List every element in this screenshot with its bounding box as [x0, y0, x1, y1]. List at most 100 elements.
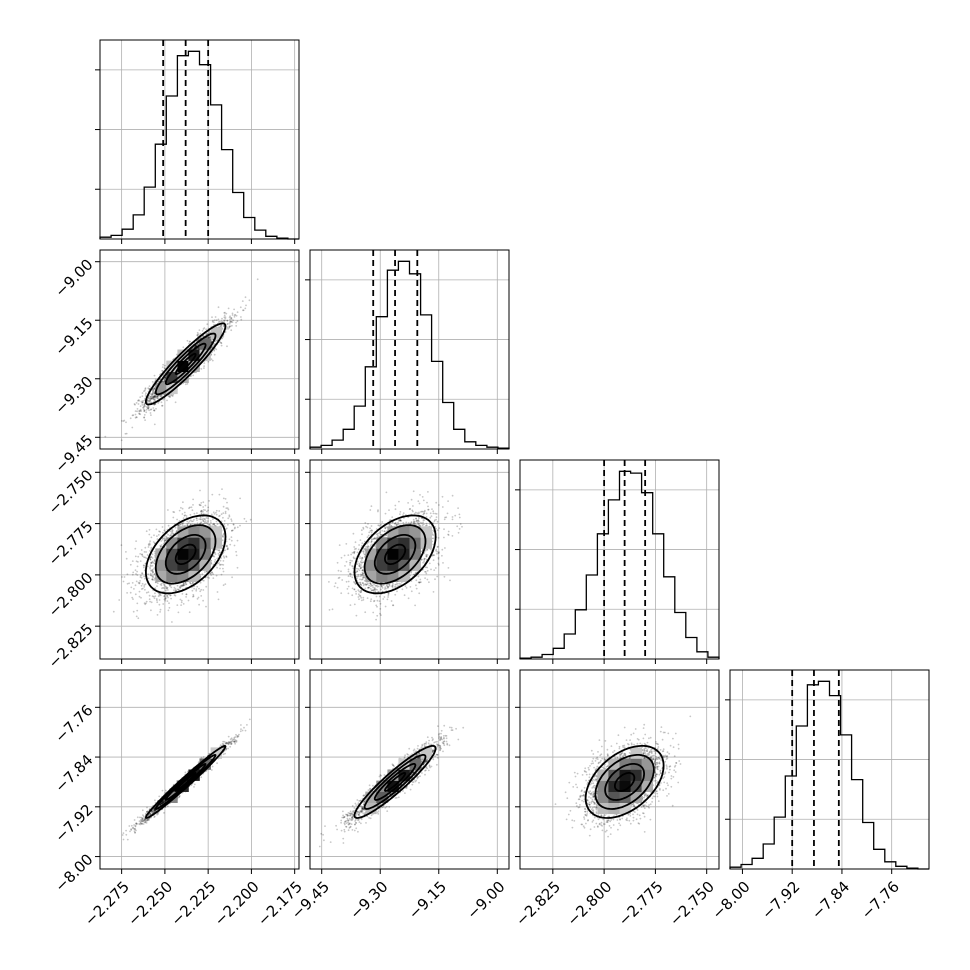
- sample-point: [222, 564, 225, 566]
- sample-point: [135, 540, 138, 542]
- sample-point: [131, 414, 134, 417]
- sample-point: [173, 586, 176, 589]
- sample-point: [145, 408, 148, 411]
- sample-point: [156, 582, 159, 585]
- sample-point: [180, 599, 183, 602]
- sample-point: [152, 407, 155, 409]
- sample-point: [239, 306, 242, 309]
- sample-point: [245, 304, 247, 307]
- sample-point: [141, 404, 144, 406]
- sample-point: [235, 554, 238, 557]
- sample-point: [197, 596, 200, 599]
- sample-point: [144, 405, 146, 408]
- sample-point: [220, 513, 223, 516]
- sample-point: [169, 594, 172, 597]
- sample-point: [248, 299, 251, 302]
- sample-point: [198, 503, 201, 506]
- sample-point: [131, 573, 134, 576]
- sample-point: [162, 398, 165, 401]
- sample-point: [197, 347, 200, 349]
- sample-point: [212, 511, 215, 514]
- sample-point: [172, 393, 175, 396]
- sample-point: [173, 511, 176, 514]
- sample-point: [181, 513, 184, 515]
- sample-point: [214, 559, 217, 561]
- sample-point: [181, 522, 184, 525]
- sample-point: [230, 329, 233, 332]
- sample-point: [150, 397, 153, 399]
- sample-point: [155, 395, 158, 398]
- sample-point: [149, 399, 152, 402]
- sample-point: [142, 406, 145, 408]
- sample-point: [222, 335, 225, 338]
- sample-point: [191, 589, 194, 592]
- sample-point: [129, 563, 132, 566]
- sample-point: [149, 412, 152, 414]
- sample-point: [228, 326, 231, 328]
- sample-point: [232, 319, 235, 322]
- sample-point: [192, 595, 195, 597]
- sample-point: [169, 394, 172, 397]
- sample-point: [141, 555, 144, 557]
- sample-point: [153, 567, 156, 570]
- sample-point: [148, 399, 151, 402]
- sample-point: [140, 400, 143, 403]
- sample-point: [131, 596, 134, 599]
- sample-point: [160, 584, 163, 587]
- sample-point: [227, 523, 229, 526]
- sample-point: [180, 604, 183, 606]
- sample-point: [144, 419, 147, 421]
- sample-point: [171, 532, 174, 535]
- sample-point: [188, 340, 191, 343]
- sample-point: [154, 399, 156, 402]
- sample-point: [139, 560, 142, 562]
- sample-point: [170, 530, 173, 533]
- sample-point: [187, 599, 190, 602]
- sample-point: [137, 399, 140, 401]
- sample-point: [167, 395, 170, 397]
- sample-point: [190, 523, 192, 526]
- sample-point: [158, 599, 161, 601]
- contour-4: [144, 322, 227, 406]
- sample-point: [153, 395, 156, 398]
- sample-point: [120, 420, 123, 422]
- sample-point: [223, 319, 225, 322]
- sample-point: [148, 528, 151, 531]
- sample-point: [149, 558, 152, 561]
- sample-point: [143, 416, 146, 419]
- sample-point: [199, 575, 202, 578]
- sample-point: [154, 595, 157, 598]
- sample-point: [203, 362, 206, 364]
- sample-point: [155, 598, 158, 600]
- sample-point: [222, 516, 224, 519]
- sample-point: [226, 545, 229, 548]
- sample-point: [230, 320, 232, 323]
- sample-point: [139, 405, 142, 408]
- sample-point: [164, 595, 167, 598]
- sample-point: [202, 522, 205, 525]
- sample-point: [133, 403, 136, 405]
- sample-point: [164, 378, 167, 380]
- sample-point: [233, 527, 236, 530]
- sample-point: [122, 420, 125, 422]
- sample-point: [214, 524, 217, 527]
- sample-point: [218, 514, 221, 517]
- sample-point: [185, 583, 187, 586]
- sample-point: [125, 432, 128, 435]
- sample-point: [141, 401, 144, 404]
- sample-point: [207, 360, 210, 363]
- sample-point: [193, 512, 196, 515]
- sample-point: [166, 600, 169, 602]
- sample-point: [211, 320, 214, 323]
- sample-point: [134, 416, 137, 419]
- sample-point: [193, 587, 196, 590]
- sample-point: [228, 326, 231, 329]
- sample-point: [163, 587, 166, 589]
- sample-point: [149, 392, 152, 395]
- sample-point: [151, 393, 154, 395]
- sample-point: [166, 587, 169, 590]
- sample-point: [168, 395, 171, 398]
- sample-point: [135, 402, 138, 404]
- sample-point: [141, 401, 144, 404]
- sample-point: [181, 585, 184, 587]
